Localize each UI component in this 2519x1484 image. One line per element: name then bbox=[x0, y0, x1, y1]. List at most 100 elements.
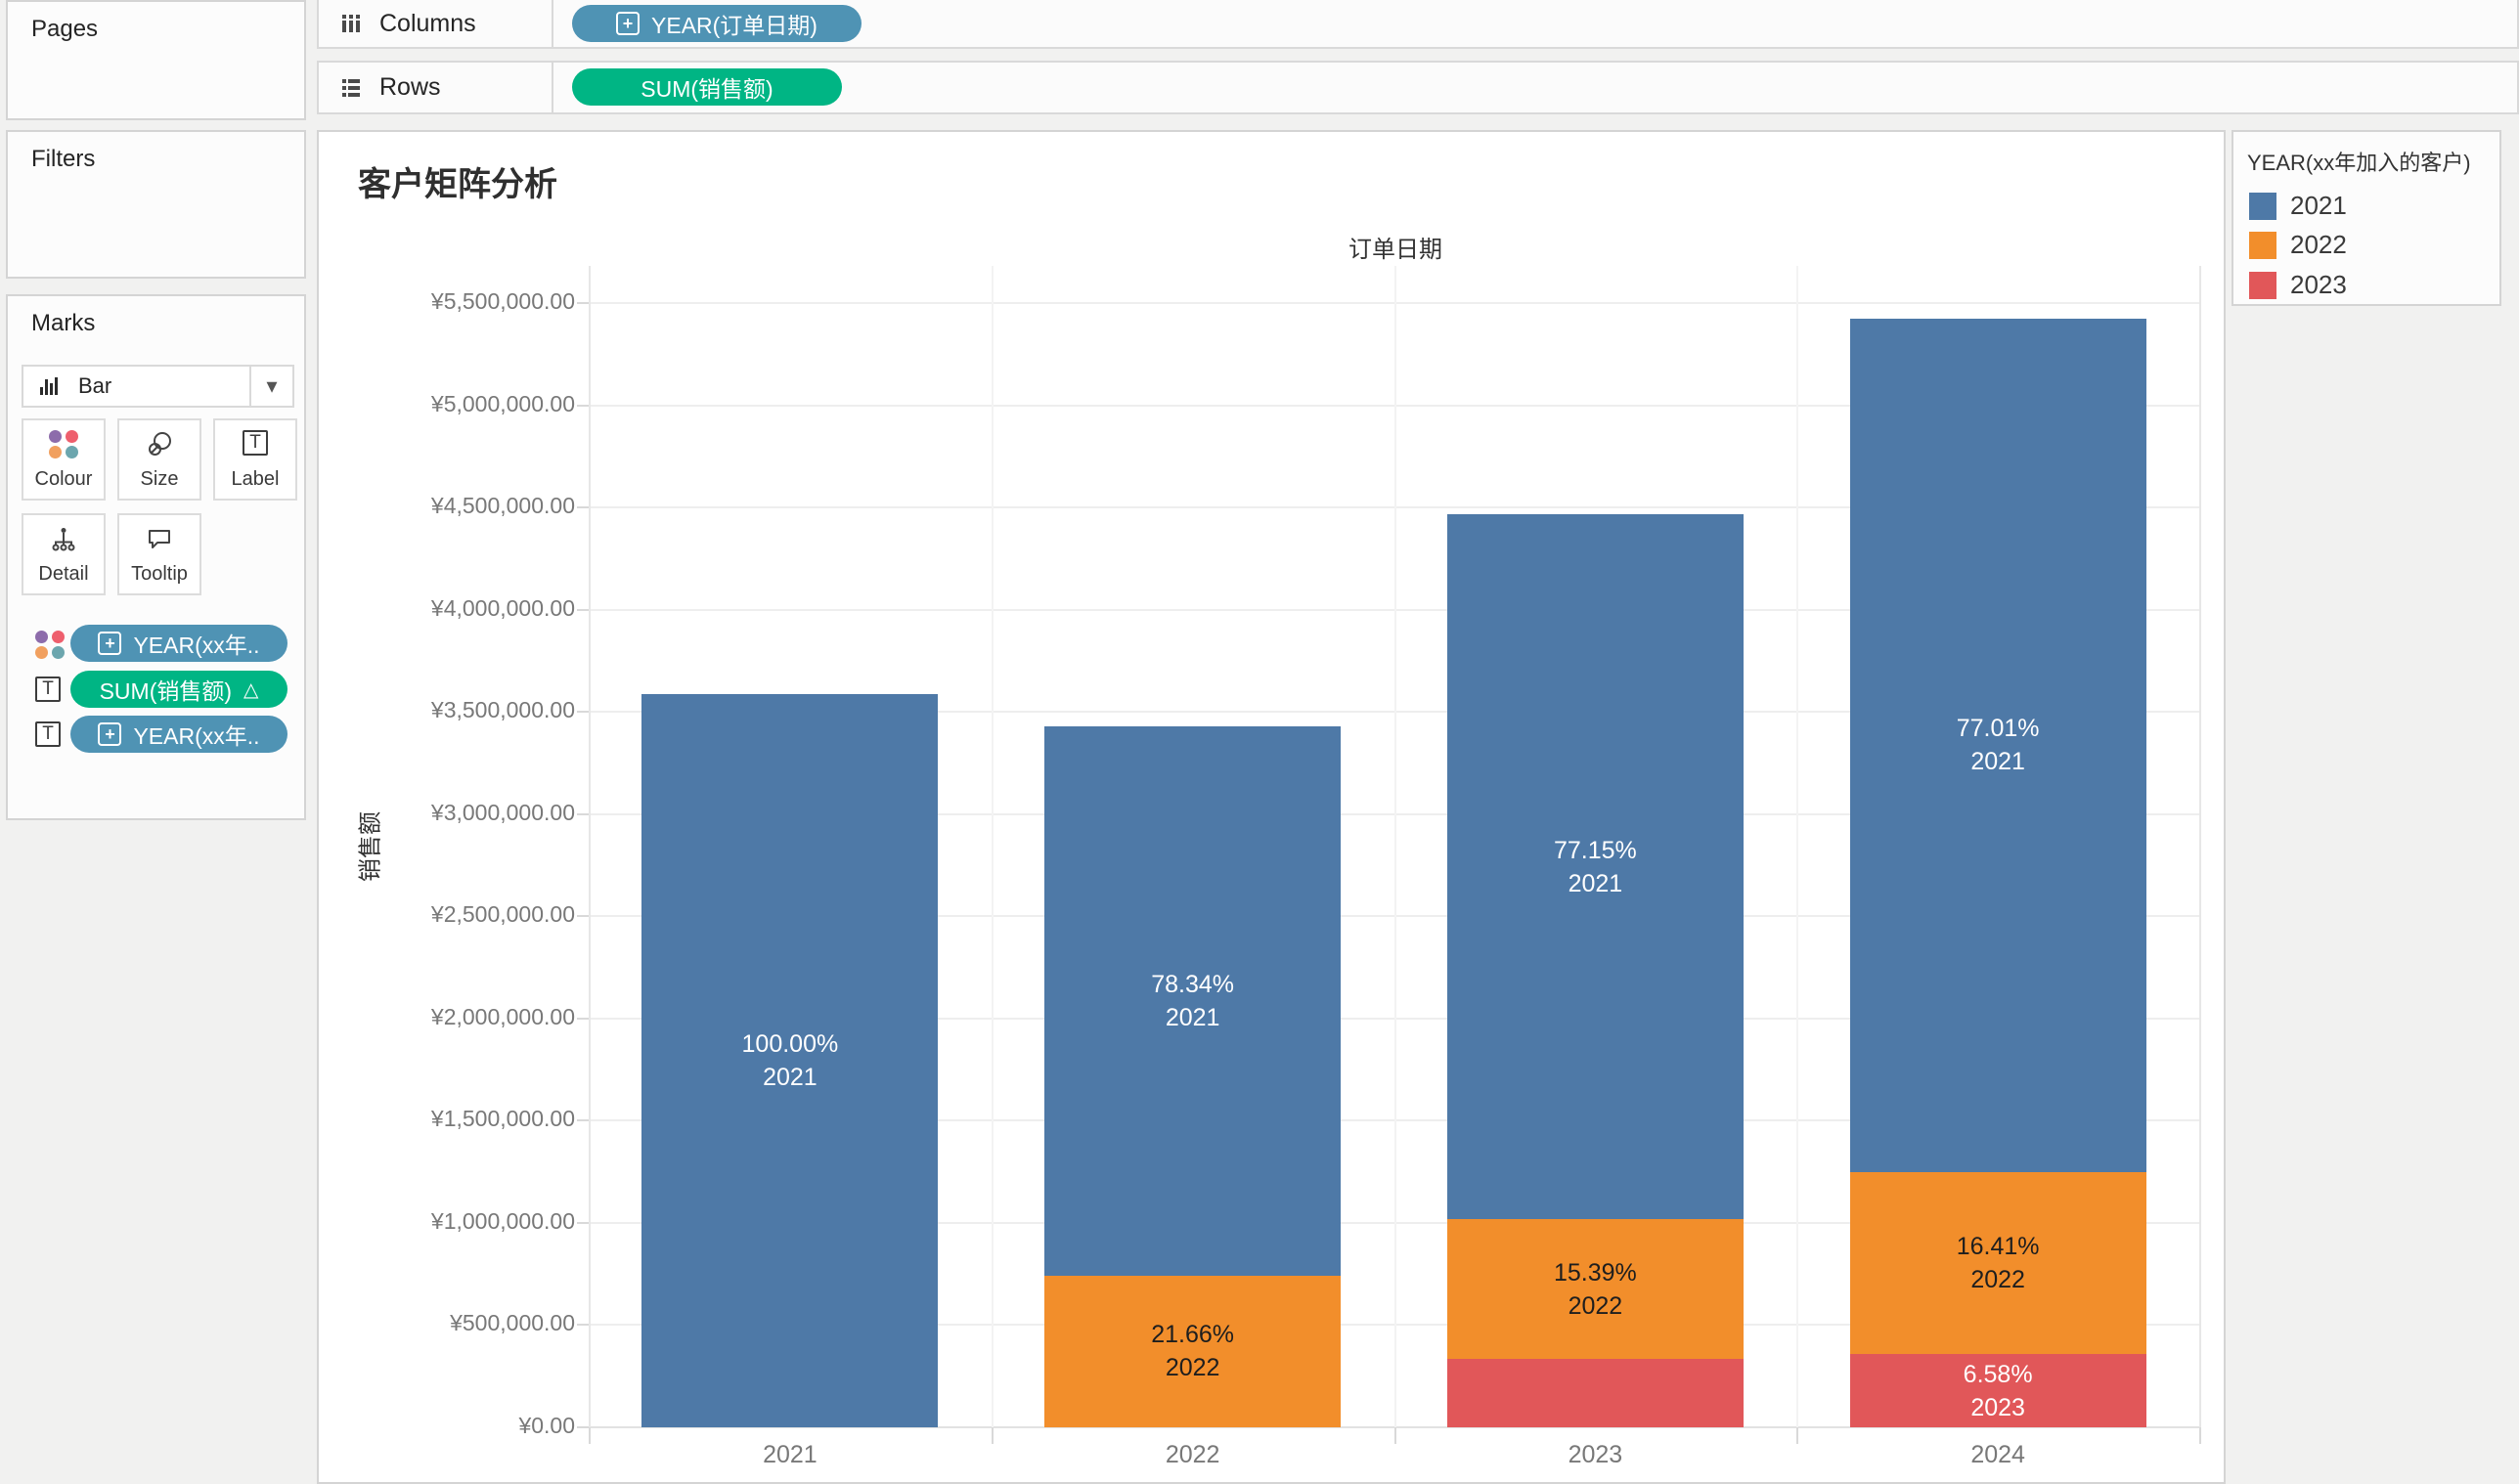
bar-segment-label: 100.00% 2021 bbox=[641, 1027, 938, 1094]
y-axis-tick-icon bbox=[577, 302, 589, 304]
bar-segment-2023-2023[interactable] bbox=[1446, 1359, 1744, 1427]
y-axis-tick-icon bbox=[577, 1221, 589, 1224]
pill-label: YEAR(xx年.. bbox=[133, 633, 260, 658]
bar-segment-2024-2021[interactable] bbox=[1849, 318, 2146, 1173]
column-divider bbox=[1796, 266, 1799, 1427]
bar-segment-label-line: 2022 bbox=[1165, 1354, 1220, 1382]
legend-item-2021[interactable]: 2021 bbox=[2249, 191, 2347, 221]
marks-card: Marks Bar ▾ Colour Size T Label Detail Toolti… bbox=[6, 294, 306, 820]
filters-shelf-title: Filters bbox=[31, 146, 96, 172]
columns-shelf-label: Columns bbox=[379, 9, 476, 37]
bar-segment-label-line: 78.34% bbox=[1151, 970, 1235, 998]
y-axis-tick-label: ¥5,000,000.00 bbox=[430, 390, 575, 416]
detail-button[interactable]: Detail bbox=[22, 513, 106, 595]
label-icon: T bbox=[243, 430, 268, 456]
size-button-label: Size bbox=[140, 468, 179, 490]
expand-plus-icon[interactable]: + bbox=[98, 722, 122, 746]
x-axis-category-label[interactable]: 2024 bbox=[1970, 1441, 2025, 1468]
bar-segment-label-line: 6.58% bbox=[1963, 1360, 2033, 1388]
bar-segment-label: 77.01% 2021 bbox=[1850, 712, 2146, 778]
worksheet-view: 客户矩阵分析 订单日期 销售额 ¥0.00 ¥500,000.00 ¥1,000,0… bbox=[317, 130, 2226, 1484]
detail-icon bbox=[49, 525, 78, 559]
x-axis-category-label[interactable]: 2021 bbox=[763, 1441, 818, 1468]
tooltip-button[interactable]: Tooltip bbox=[117, 513, 201, 595]
bar-segment-2023-2021[interactable] bbox=[1446, 514, 1744, 1219]
pages-shelf[interactable]: Pages bbox=[6, 0, 306, 120]
expand-plus-icon[interactable]: + bbox=[98, 632, 122, 655]
delta-icon: △ bbox=[243, 678, 259, 701]
color-legend[interactable]: YEAR(xx年加入的客户) 2021 2022 2023 bbox=[2232, 130, 2501, 306]
pill-label: SUM(销售额) bbox=[99, 678, 233, 704]
label-button[interactable]: T Label bbox=[213, 418, 297, 501]
bar-segment-2022-2022[interactable] bbox=[1044, 1275, 1342, 1427]
bar-segment-label-line: 15.39% bbox=[1553, 1258, 1637, 1287]
bar-segment-label: 77.15% 2021 bbox=[1447, 834, 1744, 900]
size-button[interactable]: Size bbox=[117, 418, 201, 501]
y-axis-tick-label: ¥3,500,000.00 bbox=[430, 697, 575, 723]
bar-segment-label-line: 2022 bbox=[1568, 1291, 1623, 1320]
y-axis-tick-label: ¥1,000,000.00 bbox=[430, 1207, 575, 1234]
y-axis-tick-icon bbox=[577, 404, 589, 407]
bar-segment-label-line: 2021 bbox=[763, 1064, 818, 1092]
category-boundary-tick-icon bbox=[1796, 1427, 1799, 1444]
tooltip-button-label: Tooltip bbox=[131, 563, 188, 585]
bar-segment-label: 21.66% 2022 bbox=[1044, 1318, 1341, 1384]
y-axis-tick-icon bbox=[577, 506, 589, 509]
legend-swatch-icon[interactable] bbox=[2249, 231, 2276, 259]
bar-segment-label-line: 77.01% bbox=[1956, 715, 2040, 743]
colour-button-label: Colour bbox=[34, 468, 93, 490]
x-axis-category-label[interactable]: 2022 bbox=[1165, 1441, 1220, 1468]
bar-segment-2024-2022[interactable] bbox=[1849, 1172, 2146, 1355]
marks-card-title: Marks bbox=[31, 310, 96, 336]
category-boundary-tick-icon bbox=[2199, 1427, 2201, 1444]
y-axis-tick-label: ¥2,500,000.00 bbox=[430, 901, 575, 928]
x-axis-category-label[interactable]: 2023 bbox=[1568, 1441, 1623, 1468]
sheet-title: 客户矩阵分析 bbox=[358, 166, 557, 203]
legend-item-2023[interactable]: 2023 bbox=[2249, 270, 2347, 300]
legend-title: YEAR(xx年加入的客户) bbox=[2247, 151, 2471, 175]
size-icon bbox=[145, 430, 174, 464]
y-axis-tick-label: ¥4,500,000.00 bbox=[430, 493, 575, 519]
y-axis-tick-icon bbox=[577, 1017, 589, 1020]
rows-shelf-header: Rows bbox=[319, 63, 553, 112]
marks-pill-0[interactable]: + YEAR(xx年.. bbox=[70, 625, 287, 662]
y-axis-tick-icon bbox=[577, 812, 589, 815]
marks-pill-2[interactable]: + YEAR(xx年.. bbox=[70, 716, 287, 753]
bar-segment-label-line: 2021 bbox=[1970, 748, 2025, 776]
y-axis-tick-label: ¥1,500,000.00 bbox=[430, 1106, 575, 1132]
y-axis-tick-label: ¥500,000.00 bbox=[450, 1310, 575, 1336]
bar-segment-2022-2021[interactable] bbox=[1044, 725, 1342, 1276]
category-boundary-tick-icon bbox=[589, 1427, 591, 1444]
y-axis-tick-label: ¥0.00 bbox=[518, 1413, 575, 1438]
bar-segment-2021-2021[interactable] bbox=[641, 694, 939, 1427]
pill-label: SUM(销售额) bbox=[641, 76, 773, 102]
bar-segment-label-line: 21.66% bbox=[1151, 1321, 1235, 1349]
tooltip-icon bbox=[145, 525, 174, 559]
detail-button-label: Detail bbox=[38, 563, 89, 585]
bar-segment-2024-2023[interactable] bbox=[1849, 1354, 2146, 1427]
chevron-down-icon[interactable]: ▾ bbox=[249, 367, 292, 406]
axis-ruler bbox=[2199, 266, 2201, 1427]
mark-type-dropdown[interactable]: Bar ▾ bbox=[22, 365, 294, 408]
pill-year-order-date[interactable]: + YEAR(订单日期) bbox=[572, 5, 862, 42]
legend-item-2022[interactable]: 2022 bbox=[2249, 230, 2347, 260]
colour-button[interactable]: Colour bbox=[22, 418, 106, 501]
columns-icon bbox=[338, 11, 364, 36]
rows-shelf-label: Rows bbox=[379, 73, 441, 101]
label-icon: T bbox=[35, 721, 61, 747]
marks-pill-1[interactable]: SUM(销售额) △ bbox=[70, 671, 287, 708]
column-field-header: 订单日期 bbox=[1348, 237, 1442, 263]
legend-swatch-icon[interactable] bbox=[2249, 192, 2276, 220]
filters-shelf[interactable]: Filters bbox=[6, 130, 306, 279]
bar-segment-2023-2022[interactable] bbox=[1446, 1218, 1744, 1360]
legend-item-label: 2021 bbox=[2290, 191, 2347, 220]
legend-swatch-icon[interactable] bbox=[2249, 271, 2276, 299]
bar-segment-label-line: 16.41% bbox=[1956, 1233, 2040, 1261]
columns-shelf[interactable]: Columns + YEAR(订单日期) bbox=[317, 0, 2519, 49]
pill-sum-sales[interactable]: SUM(销售额) bbox=[572, 68, 842, 106]
axis-ruler bbox=[589, 266, 591, 1427]
expand-plus-icon[interactable]: + bbox=[616, 12, 641, 35]
rows-shelf[interactable]: Rows SUM(销售额) bbox=[317, 61, 2519, 114]
label-icon: T bbox=[35, 677, 61, 702]
category-boundary-tick-icon bbox=[1393, 1427, 1396, 1444]
